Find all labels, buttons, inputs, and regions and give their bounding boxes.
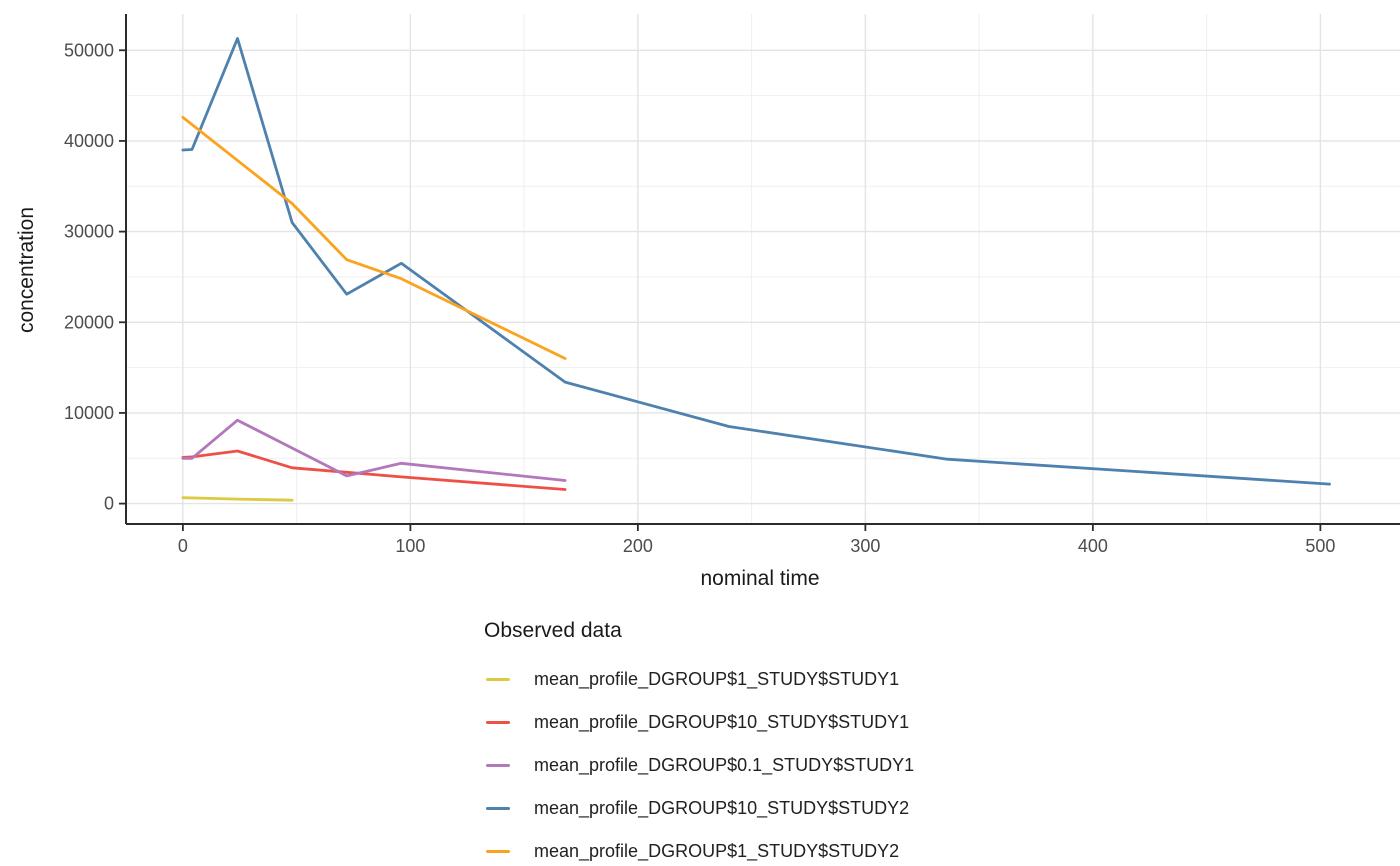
plot-panel: 0 100 200 300 400 500 0 10000 20000 30000 40000 500… <box>64 14 1400 556</box>
legend: Observed data mean_profile_DGROUP$1_STUD… <box>484 618 914 866</box>
y-tick-label: 40000 <box>64 131 114 151</box>
plot-area: 0 100 200 300 400 500 0 10000 20000 30000 40000 500… <box>15 14 1400 590</box>
legend-label: mean_profile_DGROUP$10_STUDY$STUDY2 <box>534 798 910 818</box>
x-tick-label: 300 <box>850 536 880 556</box>
legend-item-3: mean_profile_DGROUP$10_STUDY$STUDY2 <box>484 787 914 830</box>
x-axis-title: nominal time <box>700 567 819 590</box>
legend-label: mean_profile_DGROUP$1_STUDY$STUDY2 <box>534 841 900 861</box>
legend-label: mean_profile_DGROUP$10_STUDY$STUDY1 <box>534 712 910 732</box>
y-tick-label: 0 <box>104 494 114 514</box>
legend-swatch <box>486 677 510 682</box>
x-tick-label: 200 <box>623 536 653 556</box>
legend-item-4: mean_profile_DGROUP$1_STUDY$STUDY2 <box>484 830 914 866</box>
y-tick-label: 20000 <box>64 312 114 332</box>
series-line-3 <box>181 37 1331 486</box>
legend-items: mean_profile_DGROUP$1_STUDY$STUDY1 mean_p… <box>484 658 914 866</box>
x-tick-label: 100 <box>395 536 425 556</box>
legend-swatch <box>486 763 510 768</box>
legend-title: Observed data <box>484 619 622 642</box>
legend-swatch <box>486 720 510 725</box>
y-tick-label: 30000 <box>64 222 114 242</box>
legend-swatch <box>486 849 510 854</box>
x-tick-label: 500 <box>1305 536 1335 556</box>
y-tick-label: 50000 <box>64 40 114 60</box>
series-line-4 <box>181 116 567 360</box>
series-line-0 <box>181 496 294 502</box>
legend-swatch <box>486 806 510 811</box>
legend-item-0: mean_profile_DGROUP$1_STUDY$STUDY1 <box>484 658 914 701</box>
legend-item-1: mean_profile_DGROUP$10_STUDY$STUDY1 <box>484 701 914 744</box>
legend-label: mean_profile_DGROUP$1_STUDY$STUDY1 <box>534 669 900 689</box>
legend-label: mean_profile_DGROUP$0.1_STUDY$STUDY1 <box>534 755 915 775</box>
x-tick-label: 0 <box>178 536 188 556</box>
legend-item-2: mean_profile_DGROUP$0.1_STUDY$STUDY1 <box>484 744 914 787</box>
series-line-2 <box>181 418 567 482</box>
y-axis-title: concentration <box>15 207 38 333</box>
x-tick-label: 400 <box>1078 536 1108 556</box>
y-tick-label: 10000 <box>64 403 114 423</box>
